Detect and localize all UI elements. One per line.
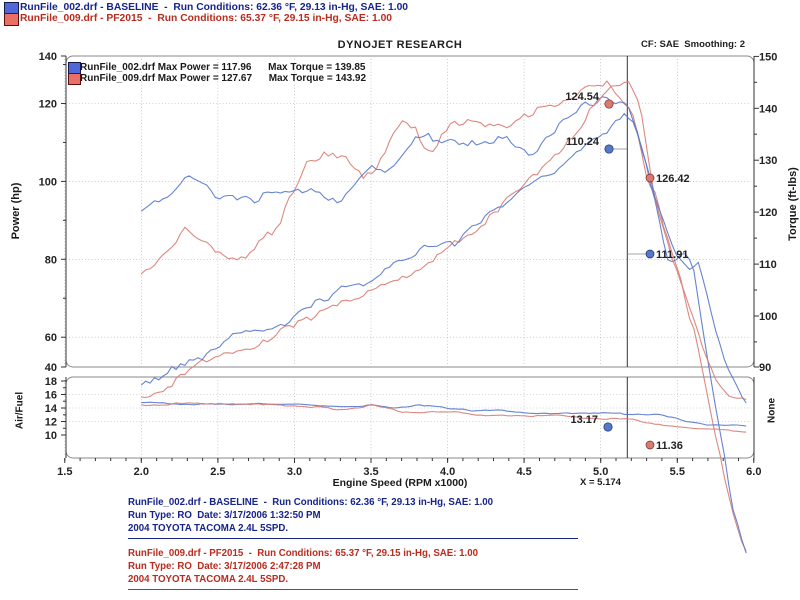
svg-text:4.0: 4.0: [440, 466, 455, 478]
svg-text:140: 140: [39, 51, 57, 63]
svg-text:1.5: 1.5: [57, 466, 72, 478]
svg-text:2.0: 2.0: [134, 466, 149, 478]
svg-text:126.42: 126.42: [656, 173, 690, 185]
svg-text:110: 110: [759, 259, 777, 271]
svg-text:130: 130: [759, 155, 777, 167]
svg-text:3.5: 3.5: [363, 466, 378, 478]
svg-text:120: 120: [39, 99, 57, 111]
svg-text:100: 100: [759, 311, 777, 323]
svg-text:16: 16: [45, 390, 57, 402]
svg-text:11.36: 11.36: [656, 440, 683, 452]
svg-text:6.0: 6.0: [746, 466, 761, 478]
svg-text:124.54: 124.54: [565, 91, 600, 103]
svg-text:13.17: 13.17: [570, 414, 598, 426]
svg-text:14: 14: [45, 403, 58, 415]
svg-text:10: 10: [45, 430, 57, 442]
svg-text:5.0: 5.0: [593, 466, 608, 478]
svg-text:140: 140: [759, 103, 777, 115]
svg-text:2.5: 2.5: [210, 466, 225, 478]
svg-text:100: 100: [39, 176, 57, 188]
svg-text:12: 12: [45, 417, 57, 429]
svg-text:18: 18: [45, 376, 57, 388]
svg-text:110.24: 110.24: [566, 136, 600, 148]
svg-text:60: 60: [45, 332, 57, 344]
svg-text:40: 40: [45, 362, 57, 374]
svg-text:111.91: 111.91: [656, 249, 688, 261]
svg-text:3.0: 3.0: [287, 466, 302, 478]
svg-text:4.5: 4.5: [516, 466, 531, 478]
svg-text:5.5: 5.5: [670, 466, 685, 478]
svg-text:90: 90: [759, 362, 771, 374]
svg-text:80: 80: [45, 254, 57, 266]
svg-text:120: 120: [759, 207, 777, 219]
svg-text:150: 150: [759, 51, 777, 63]
